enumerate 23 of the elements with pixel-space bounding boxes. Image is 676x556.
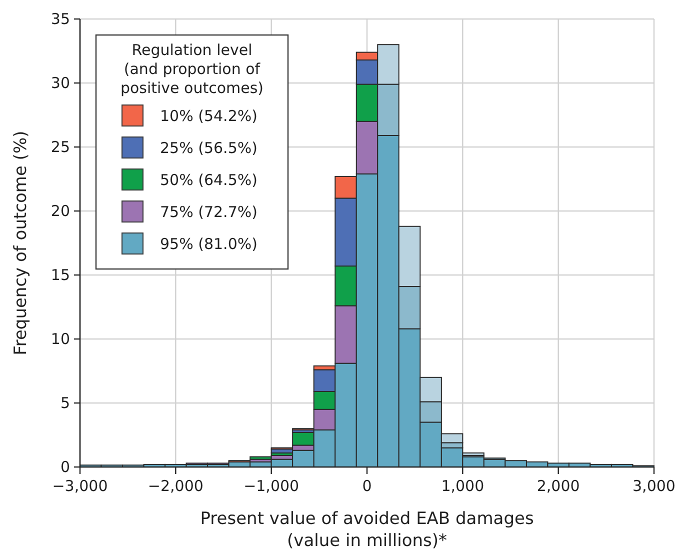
y-tick-label: 25 (50, 138, 70, 156)
x-tick-label: 2,000 (536, 477, 580, 495)
legend-label: 10% (54.2%) (160, 107, 258, 125)
legend-title: Regulation level (and proportion of positive outcomes) (120, 41, 264, 97)
x-tick-label: 3,000 (632, 477, 676, 495)
x-axis-title: Present value of avoided EAB damages (value in millions)* (200, 509, 534, 551)
x-tick-label: −1,000 (244, 477, 300, 495)
x-tick-label: 0 (362, 477, 372, 495)
x-tick-label: −2,000 (148, 477, 204, 495)
legend-label: 25% (56.5%) (160, 139, 258, 157)
x-tick-label: −3,000 (52, 477, 108, 495)
legend-label: 95% (81.0%) (160, 235, 258, 253)
y-tick-label: 35 (50, 10, 70, 28)
legend-label: 50% (64.5%) (160, 171, 258, 189)
y-tick-label: 0 (60, 458, 70, 476)
legend-label: 75% (72.7%) (160, 203, 258, 221)
y-tick-label: 20 (50, 202, 70, 220)
y-tick-label: 30 (50, 74, 70, 92)
y-axis-title: Frequency of outcome (%) (11, 130, 31, 356)
y-tick-label: 10 (50, 330, 70, 348)
y-tick-label: 15 (50, 266, 70, 284)
y-tick-label: 5 (60, 394, 70, 412)
x-tick-label: 1,000 (441, 477, 484, 495)
